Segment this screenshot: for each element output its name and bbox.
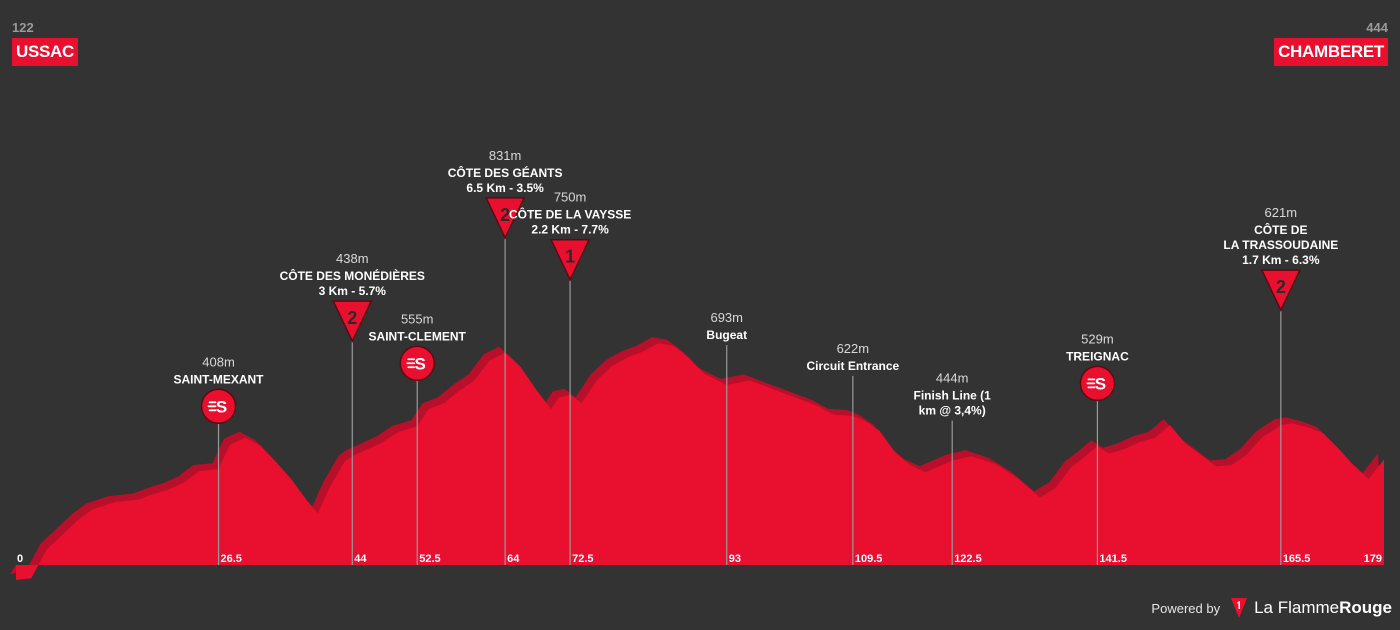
waypoint-label: CÔTE DE LA VAYSSE <box>509 207 631 222</box>
profile-area <box>16 343 1384 580</box>
km-tick-label: 26.5 <box>221 553 242 565</box>
waypoint-label: CÔTE DES GÉANTS <box>448 165 563 180</box>
flamme-rouge-logo-icon <box>1231 598 1248 618</box>
sprint-icon <box>399 345 435 382</box>
climb-category-label: 1 <box>565 247 575 267</box>
km-tick-label: 44 <box>354 553 367 565</box>
waypoint-label: Finish Line (1 <box>914 389 992 403</box>
waypoint-label: 1.7 Km - 6.3% <box>1242 253 1320 267</box>
km-tick-label: 64 <box>507 553 520 565</box>
waypoint-label: SAINT-MEXANT <box>174 372 265 386</box>
waypoint-label: LA TRASSOUDAINE <box>1223 238 1338 252</box>
km-tick-label: 0 <box>17 553 23 565</box>
waypoint-altitude: 529m <box>1081 331 1114 346</box>
climb-category-icon <box>484 197 526 240</box>
sprint-icon <box>200 388 237 425</box>
brand-name: La FlammeRouge <box>1254 598 1392 618</box>
waypoint-label: Bugeat <box>706 328 747 342</box>
km-tick-label: 72.5 <box>572 553 593 565</box>
finish-town: CHAMBERET <box>1274 38 1388 66</box>
waypoint-label: 2.2 Km - 7.7% <box>531 223 609 237</box>
km-tick-label: 165.5 <box>1283 553 1311 565</box>
waypoint-label: km @ 3,4%) <box>919 404 986 418</box>
sprint-glyph-s: S <box>415 354 426 373</box>
waypoint-altitude: 831m <box>489 148 522 163</box>
brand-name-regular: La Flamme <box>1254 598 1340 617</box>
waypoint-altitude: 693m <box>710 310 743 325</box>
sprint-icon <box>1079 365 1116 402</box>
finish-altitude: 444 <box>1366 20 1388 35</box>
sprint-glyph-s: S <box>1095 374 1106 393</box>
start-town: USSAC <box>12 38 79 66</box>
waypoint-label: CÔTE DES MONÉDIÈRES <box>280 268 425 283</box>
sprint-glyph-s: S <box>216 397 227 416</box>
km-tick-label: 122.5 <box>954 553 982 565</box>
km-tick-label: 93 <box>729 553 741 565</box>
brand-name-bold: Rouge <box>1339 598 1392 617</box>
waypoint-label: Circuit Entrance <box>806 359 899 373</box>
km-tick-label: 109.5 <box>855 553 883 565</box>
climb-category-label: 2 <box>1276 277 1286 297</box>
waypoint-label: SAINT-CLEMENT <box>369 329 467 343</box>
km-tick-label: 52.5 <box>419 553 440 565</box>
waypoint-altitude: 622m <box>837 341 870 356</box>
sprint-glyph: S <box>207 397 227 416</box>
waypoint-label: TREIGNAC <box>1066 349 1129 363</box>
start-altitude: 122 <box>12 20 34 35</box>
waypoint-altitude: 438m <box>336 251 369 266</box>
climb-category-label: 2 <box>500 205 510 225</box>
sprint-glyph: S <box>406 354 426 373</box>
powered-by-text: Powered by <box>1151 600 1221 616</box>
waypoint-label: 3 Km - 5.7% <box>319 284 387 298</box>
waypoint-altitude: 444m <box>936 371 969 386</box>
waypoint-label: CÔTE DE <box>1254 222 1307 237</box>
climb-category-label: 2 <box>347 308 357 328</box>
waypoint-altitude: 621m <box>1265 205 1298 220</box>
sprint-glyph: S <box>1086 374 1106 393</box>
waypoint-label: 6.5 Km - 3.5% <box>466 181 544 195</box>
climb-category-icon <box>1260 269 1302 312</box>
footer-credit: Powered by La FlammeRouge <box>1151 596 1392 620</box>
km-tick-label: 141.5 <box>1099 553 1127 565</box>
climb-category-icon <box>332 300 373 343</box>
waypoint-altitude: 408m <box>202 354 235 369</box>
climb-category-icon <box>549 238 591 282</box>
waypoint-altitude: 750m <box>554 190 587 205</box>
waypoint-altitude: 555m <box>401 311 434 326</box>
km-tick-label: 179 <box>1364 553 1382 565</box>
